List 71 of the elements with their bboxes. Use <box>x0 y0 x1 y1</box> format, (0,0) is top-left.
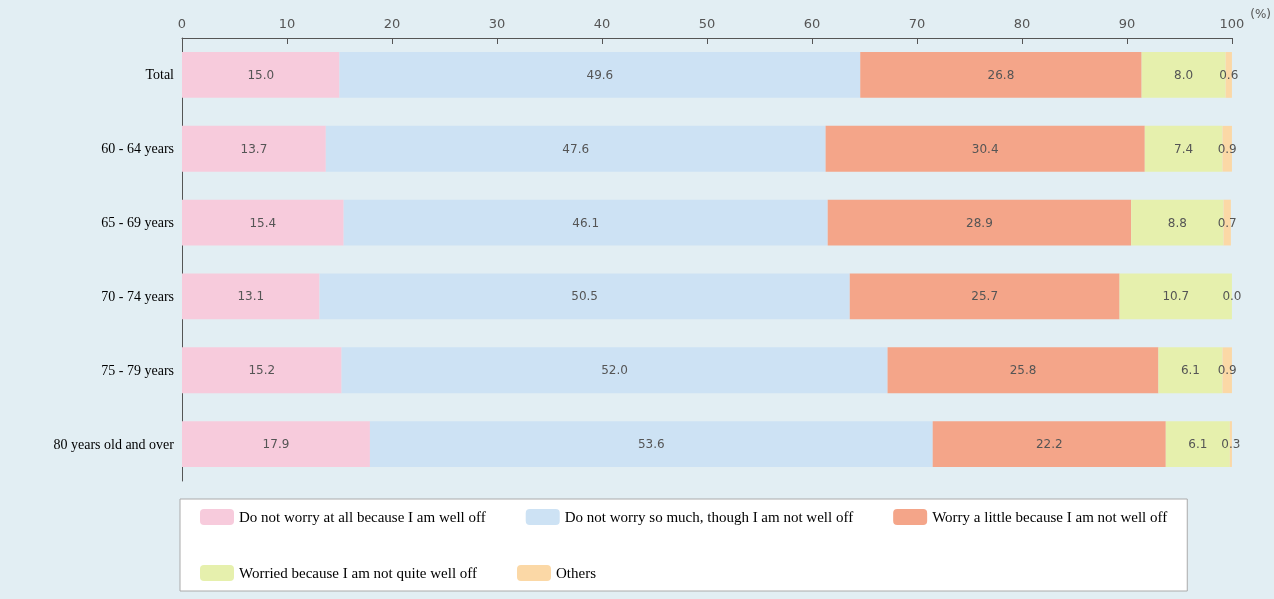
legend-label: Do not worry at all because I am well off <box>239 509 486 525</box>
data-label: 17.9 <box>262 437 290 452</box>
data-label: 47.6 <box>562 141 590 156</box>
x-tick-label: 60 <box>803 16 821 31</box>
bar <box>341 347 888 394</box>
data-label: 22.2 <box>1035 437 1063 452</box>
data-label: 0.6 <box>1219 67 1239 82</box>
x-tick-label: 30 <box>488 16 506 31</box>
bar <box>325 125 826 172</box>
data-label: 10.7 <box>1162 289 1190 304</box>
data-label: 15.0 <box>247 67 275 82</box>
bar <box>182 421 370 467</box>
x-axis-title: (%) <box>1250 7 1271 21</box>
bar <box>182 347 342 394</box>
legend-label: Others <box>556 565 597 581</box>
data-label: 6.1 <box>1188 437 1208 452</box>
x-tick-label: 20 <box>383 16 401 31</box>
y-tick-label: 60 - 64 years <box>101 141 174 157</box>
y-tick-label: Total <box>145 67 175 83</box>
y-tick-label: 65 - 69 years <box>101 215 174 231</box>
bar <box>369 421 933 467</box>
data-label: 0.7 <box>1217 215 1237 230</box>
bar <box>182 125 326 172</box>
bar <box>860 52 1142 98</box>
x-tick-label: 10 <box>278 16 296 31</box>
data-label: 26.8 <box>987 67 1015 82</box>
x-tick-label: 100 <box>1219 16 1245 31</box>
y-tick-label: 75 - 79 years <box>101 362 174 378</box>
bar <box>339 52 861 98</box>
data-label: 30.4 <box>971 141 999 156</box>
data-label: 50.5 <box>571 289 599 304</box>
data-label: 7.4 <box>1174 141 1194 156</box>
data-label: 0.9 <box>1217 363 1237 378</box>
data-label: 8.0 <box>1174 67 1194 82</box>
data-label: 6.1 <box>1180 363 1200 378</box>
legend-label: Do not worry so much, though I am not well off <box>564 509 854 525</box>
data-label: 0.0 <box>1222 289 1242 304</box>
y-tick-label: 70 - 74 years <box>101 288 174 304</box>
data-label: 15.2 <box>248 363 276 378</box>
data-label: 0.9 <box>1217 141 1237 156</box>
y-tick-label: 80 years old and over <box>53 436 175 452</box>
x-tick-label: 50 <box>698 16 716 31</box>
bar <box>932 421 1166 467</box>
x-tick-label: 80 <box>1013 16 1031 31</box>
data-label: 52.0 <box>601 363 628 378</box>
bar <box>182 52 340 98</box>
data-label: 13.7 <box>240 141 268 156</box>
data-label: 8.8 <box>1167 215 1187 230</box>
data-label: 49.6 <box>586 67 614 82</box>
bar <box>343 199 828 246</box>
bar <box>182 273 320 320</box>
bar <box>849 273 1120 320</box>
legend-label: Worry a little because I am not well off <box>932 509 1168 525</box>
x-tick-label: 0 <box>177 16 187 31</box>
data-label: 25.7 <box>971 289 999 304</box>
data-label: 13.1 <box>237 289 265 304</box>
bar <box>827 199 1132 246</box>
legend-label: Worried because I am not quite well off <box>239 565 478 581</box>
data-label: 15.4 <box>249 215 277 230</box>
x-tick-label: 90 <box>1118 16 1136 31</box>
bar <box>887 347 1159 394</box>
data-label: 53.6 <box>637 437 665 452</box>
data-label: 25.8 <box>1009 363 1037 378</box>
data-label: 28.9 <box>966 215 993 230</box>
bar <box>182 199 344 246</box>
data-label: 46.1 <box>572 215 600 230</box>
x-tick-label: 40 <box>593 16 611 31</box>
x-tick-label: 70 <box>908 16 926 31</box>
bar <box>319 273 850 320</box>
data-label: 0.3 <box>1221 437 1241 452</box>
bar <box>825 125 1145 172</box>
